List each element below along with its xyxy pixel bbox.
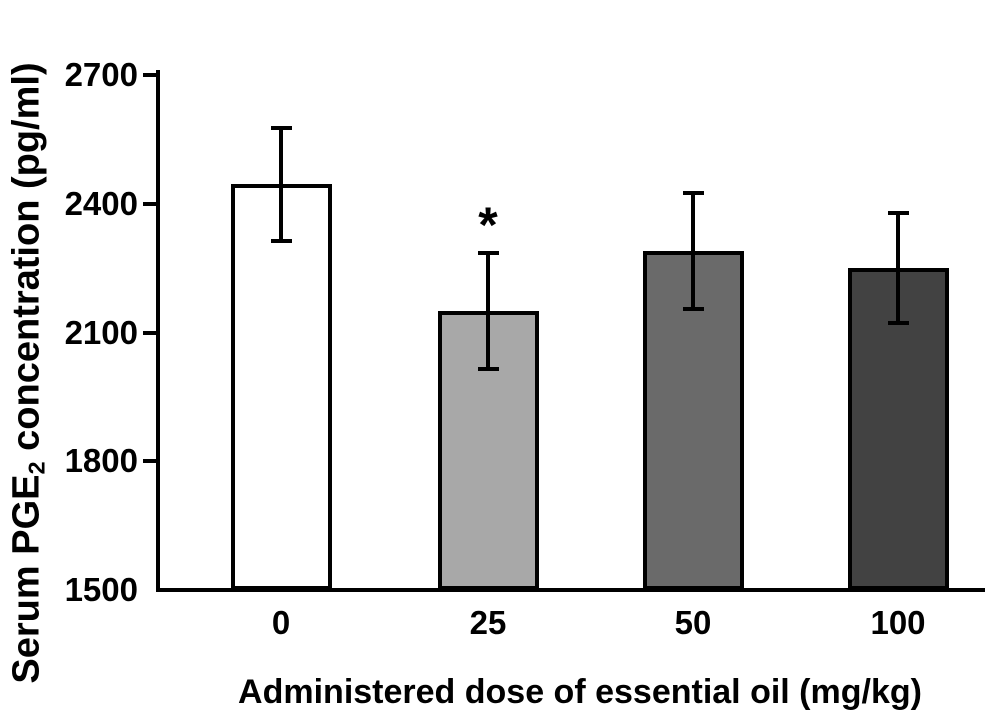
error-bar-cap-top [478, 251, 499, 255]
x-axis-title: Administered dose of essential oil (mg/k… [238, 673, 922, 711]
x-tick-label: 100 [870, 604, 926, 641]
y-tick-label: 2400 [64, 185, 138, 222]
x-axis-line [156, 588, 985, 592]
error-bar-cap-bottom [683, 307, 704, 311]
error-bar-cap-top [271, 126, 292, 130]
y-axis-title-post: concentration (pg/ml) [5, 62, 48, 462]
y-axis-tick [143, 73, 156, 77]
error-bar-cap-top [683, 191, 704, 195]
error-bar-cap-bottom [888, 321, 909, 325]
error-bar-line [279, 128, 283, 241]
error-bar-line [896, 213, 900, 323]
y-tick-label: 1500 [64, 571, 138, 608]
y-tick-label: 2700 [64, 56, 138, 93]
y-axis-tick [143, 202, 156, 206]
error-bar-cap-bottom [271, 239, 292, 243]
error-bar-line [691, 193, 695, 309]
y-axis-tick [143, 459, 156, 463]
bar [438, 311, 539, 590]
y-tick-label: 1800 [64, 442, 138, 479]
error-bar-cap-bottom [478, 367, 499, 371]
significance-asterisk: * [478, 197, 498, 253]
bar [231, 184, 332, 590]
x-tick-label: 0 [271, 604, 291, 641]
y-axis-line [156, 70, 160, 592]
y-axis-tick [143, 331, 156, 335]
error-bar-cap-top [888, 211, 909, 215]
y-tick-label: 2100 [64, 314, 138, 351]
x-tick-label: 25 [469, 604, 507, 641]
x-tick-label: 50 [674, 604, 712, 641]
error-bar-line [486, 253, 490, 370]
